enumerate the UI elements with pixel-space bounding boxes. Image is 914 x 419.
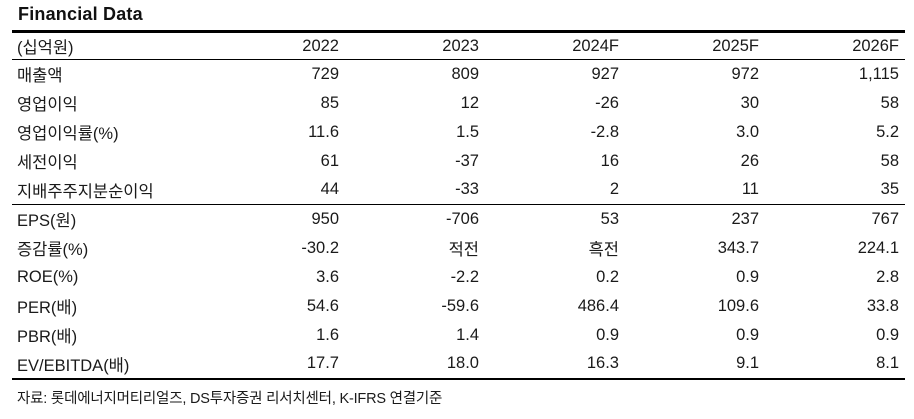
value-cell: 18.0 — [345, 349, 485, 380]
value-cell: 35 — [765, 175, 905, 205]
value-cell: 0.9 — [876, 325, 899, 344]
value-cell: 8.1 — [765, 349, 905, 380]
value-cell: 흑전 — [588, 241, 619, 259]
value-cell: 729 — [311, 64, 339, 83]
table-row: EV/EBITDA(배) 17.7 18.0 16.3 9.1 8.1 — [12, 349, 905, 380]
source-note: 자료: 롯데에너지머티리얼즈, DS투자증권 리서치센터, K-IFRS 연결기… — [17, 390, 443, 407]
table-row: 영업이익 85 12 -26 30 58 — [12, 89, 905, 118]
value-cell: 1.5 — [456, 122, 479, 141]
value-cell: 16.3 — [485, 349, 625, 380]
value-cell: 17.7 — [205, 349, 345, 380]
value-cell: 30 — [740, 93, 759, 112]
value-cell: 0.2 — [596, 267, 619, 286]
row-label: 매출액 — [17, 67, 63, 86]
value-cell: 2.8 — [876, 267, 899, 286]
table-row: 세전이익 61 -37 16 26 58 — [12, 147, 905, 176]
page-title: Financial Data — [18, 4, 143, 24]
column-header-2022: 2022 — [205, 31, 345, 60]
table-row: ROE(%) 3.6 -2.2 0.2 0.9 2.8 — [12, 263, 905, 292]
row-label: PBR(배) — [17, 328, 78, 346]
value-cell: -26 — [595, 93, 619, 112]
value-cell: 1.6 — [316, 325, 339, 344]
header-row: (십억원) 2022 2023 2024F 2025F 2026F — [12, 31, 905, 60]
value-cell: -2.8 — [590, 122, 619, 141]
value-cell: 12 — [460, 93, 479, 112]
value-cell: 16 — [600, 151, 619, 170]
table-row: 매출액 729 809 927 972 1,115 — [12, 60, 905, 89]
value-cell: -2.2 — [450, 267, 479, 286]
row-label: 영업이익 — [17, 96, 78, 114]
value-cell: 343.7 — [717, 238, 759, 257]
value-cell: 53 — [600, 209, 619, 228]
value-cell: 0.9 — [736, 325, 759, 344]
value-cell: -30.2 — [301, 238, 339, 257]
column-header-2024f: 2024F — [485, 31, 625, 60]
value-cell: 1,115 — [858, 64, 899, 83]
value-cell: 9.1 — [625, 349, 765, 380]
row-label: PER(배) — [17, 299, 78, 317]
value-cell: 2 — [485, 175, 625, 205]
value-cell: 0.9 — [596, 325, 619, 344]
value-cell: 0.9 — [736, 267, 759, 286]
value-cell: 54.6 — [306, 296, 339, 315]
table-row: 지배주주지분순이익 44 -33 2 11 35 — [12, 175, 905, 205]
value-cell: 33.8 — [866, 296, 899, 315]
value-cell: 44 — [205, 175, 345, 205]
value-cell: -33 — [345, 175, 485, 205]
value-cell: 3.6 — [316, 267, 339, 286]
column-header-2025f: 2025F — [625, 31, 765, 60]
value-cell: 58 — [880, 93, 899, 112]
value-cell: 11 — [625, 175, 765, 205]
value-cell: 224.1 — [857, 238, 899, 257]
row-label: ROE(%) — [17, 267, 79, 286]
value-cell: 486.4 — [577, 296, 619, 315]
value-cell: -37 — [455, 151, 479, 170]
table-row: 영업이익률(%) 11.6 1.5 -2.8 3.0 5.2 — [12, 118, 905, 147]
row-label: EV/EBITDA(배) — [12, 349, 205, 380]
row-label: 세전이익 — [17, 154, 78, 172]
value-cell: 61 — [320, 151, 339, 170]
row-label: 지배주주지분순이익 — [12, 175, 205, 205]
table-row: EPS(원) 950 -706 53 237 767 — [12, 205, 905, 234]
row-label: 영업이익률(%) — [17, 125, 119, 143]
value-cell: 767 — [871, 209, 899, 228]
value-cell: 1.4 — [456, 325, 479, 344]
value-cell: 950 — [311, 209, 339, 228]
value-cell: -59.6 — [441, 296, 479, 315]
table-body: 매출액 729 809 927 972 1,115 영업이익 85 12 -26 30 58 영업이익률… — [12, 60, 905, 380]
value-cell: 3.0 — [736, 122, 759, 141]
value-cell: 85 — [320, 93, 339, 112]
value-cell: 109.6 — [717, 296, 759, 315]
row-label: 증감률(%) — [17, 241, 89, 259]
value-cell: 5.2 — [876, 122, 899, 141]
table-row: PBR(배) 1.6 1.4 0.9 0.9 0.9 — [12, 321, 905, 350]
value-cell: 972 — [731, 64, 759, 83]
value-cell: 58 — [880, 151, 899, 170]
value-cell: 26 — [740, 151, 759, 170]
value-cell: 237 — [731, 209, 759, 228]
column-header-2026f: 2026F — [765, 31, 905, 60]
table-row: PER(배) 54.6 -59.6 486.4 109.6 33.8 — [12, 292, 905, 321]
unit-label: (십억원) — [12, 31, 205, 60]
row-label: EPS(원) — [17, 212, 77, 231]
value-cell: 809 — [451, 64, 479, 83]
column-header-2023: 2023 — [345, 31, 485, 60]
value-cell: 11.6 — [308, 122, 339, 141]
table-row: 증감률(%) -30.2 적전 흑전 343.7 224.1 — [12, 234, 905, 263]
value-cell: 적전 — [448, 241, 479, 259]
value-cell: -706 — [445, 209, 479, 228]
financial-data-table: (십억원) 2022 2023 2024F 2025F 2026F 매출액 729… — [12, 30, 905, 380]
value-cell: 927 — [591, 64, 619, 83]
